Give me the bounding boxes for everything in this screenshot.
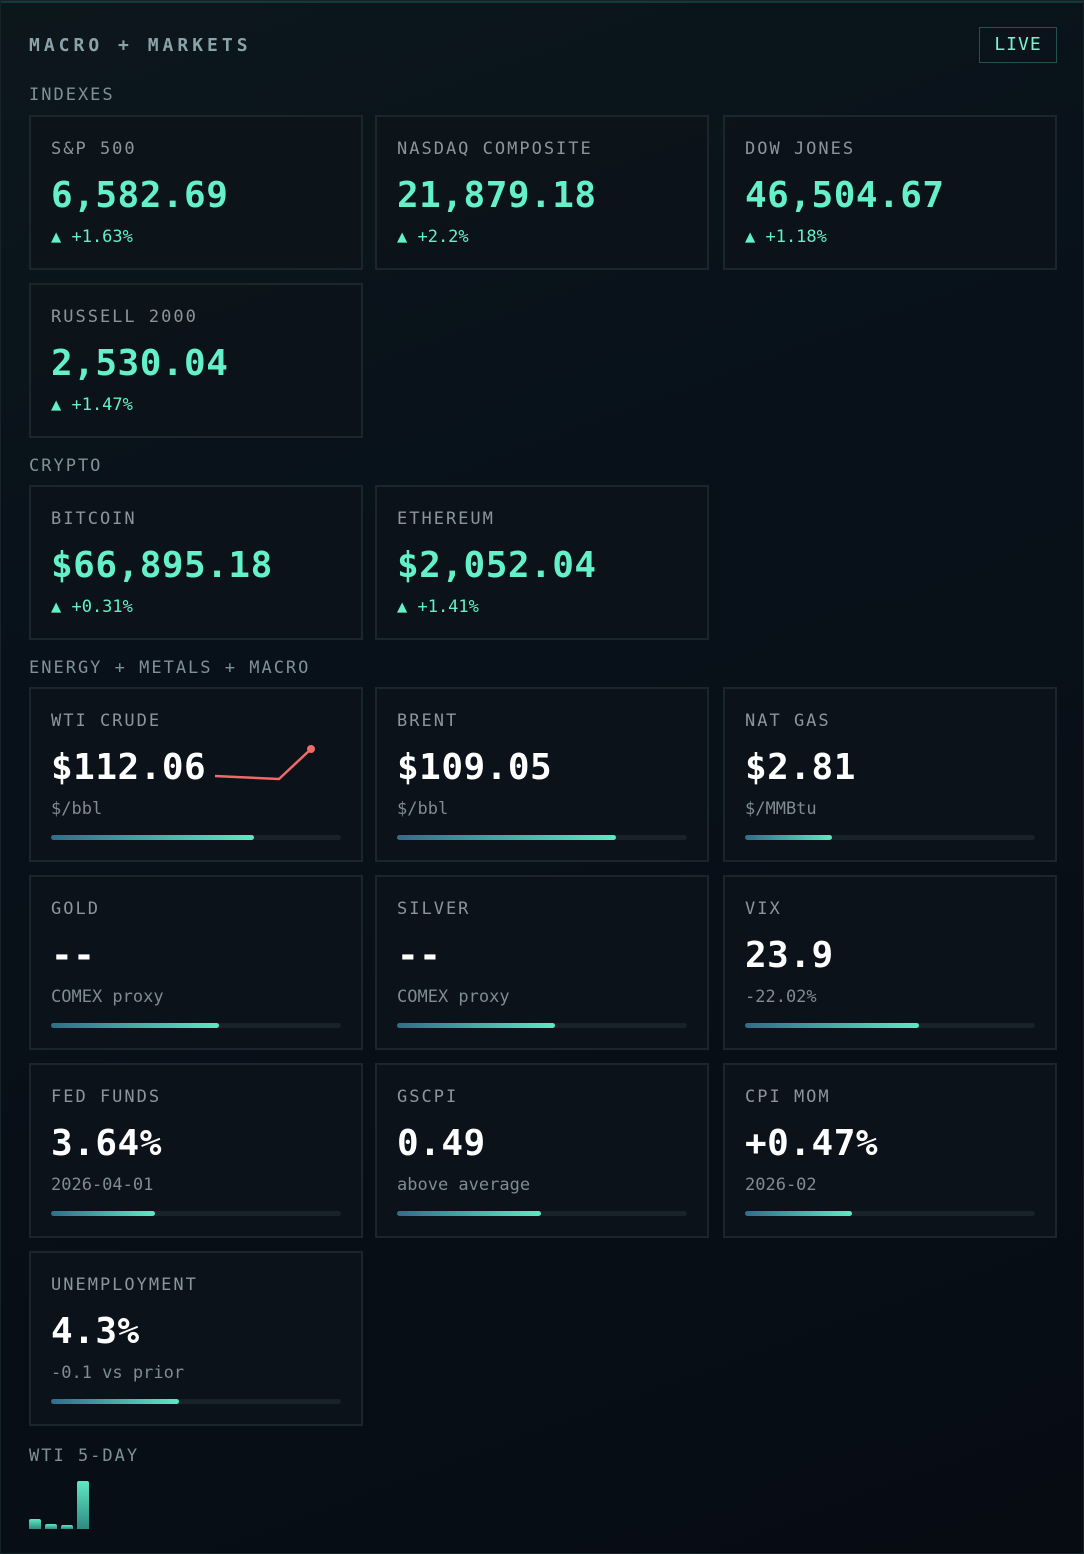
card-label: SILVER [397, 899, 471, 919]
wti-sparkline-last-point [307, 745, 315, 753]
card-sub: -22.02% [745, 987, 817, 1007]
section-label-wti-5-day: WTI 5-DAY [29, 1446, 140, 1466]
macro-card-gscpi[interactable]: GSCPI 0.49 above average [375, 1063, 709, 1238]
level-bar-fill [397, 1211, 541, 1216]
index-card-sp500[interactable]: S&P 500 6,582.69 ▲ +1.63% [29, 115, 363, 270]
wti-5-day-bar [77, 1481, 89, 1529]
card-label: VIX [745, 899, 782, 919]
macro-card-unemployment[interactable]: UNEMPLOYMENT 4.3% -0.1 vs prior [29, 1251, 363, 1426]
card-label: BRENT [397, 711, 459, 731]
index-card-nasdaq[interactable]: NASDAQ COMPOSITE 21,879.18 ▲ +2.2% [375, 115, 709, 270]
card-sub: -0.1 vs prior [51, 1363, 185, 1383]
card-sub: 2026-02 [745, 1175, 817, 1195]
level-bar [397, 1211, 687, 1216]
card-value: -- [51, 935, 96, 976]
level-bar-fill [397, 1023, 556, 1028]
section-label-energy-metals-macro: ENERGY + METALS + MACRO [29, 658, 311, 678]
card-value: $2.81 [745, 747, 856, 788]
card-value: $109.05 [397, 747, 553, 788]
card-label: ETHEREUM [397, 509, 495, 529]
level-bar-fill [51, 1399, 179, 1404]
macro-card-fed-funds[interactable]: FED FUNDS 3.64% 2026-04-01 [29, 1063, 363, 1238]
card-label: BITCOIN [51, 509, 137, 529]
card-value: 23.9 [745, 935, 834, 976]
card-value: $66,895.18 [51, 545, 273, 586]
crypto-card-ethereum[interactable]: ETHEREUM $2,052.04 ▲ +1.41% [375, 485, 709, 640]
card-label: NASDAQ COMPOSITE [397, 139, 593, 159]
wti-5-day-bar [29, 1519, 41, 1529]
card-change: ▲ +1.47% [51, 395, 133, 415]
card-sub: COMEX proxy [51, 987, 164, 1007]
card-value: 4.3% [51, 1311, 140, 1352]
level-bar [745, 835, 1035, 840]
macro-card-gold[interactable]: GOLD -- COMEX proxy [29, 875, 363, 1050]
card-value: 6,582.69 [51, 175, 229, 216]
card-value: -- [397, 935, 442, 976]
card-sub: $/MMBtu [745, 799, 817, 819]
level-bar [745, 1211, 1035, 1216]
index-card-dow-jones[interactable]: DOW JONES 46,504.67 ▲ +1.18% [723, 115, 1057, 270]
level-bar-fill [745, 835, 832, 840]
card-value: 0.49 [397, 1123, 486, 1164]
card-label: S&P 500 [51, 139, 137, 159]
card-label: RUSSELL 2000 [51, 307, 198, 327]
card-label: CPI MOM [745, 1087, 831, 1107]
level-bar-fill [745, 1023, 919, 1028]
level-bar-fill [51, 1211, 156, 1216]
card-label: GOLD [51, 899, 100, 919]
card-label: FED FUNDS [51, 1087, 162, 1107]
level-bar [51, 835, 341, 840]
macro-card-wti-crude[interactable]: WTI CRUDE $112.06 $/bbl [29, 687, 363, 862]
card-sub: 2026-04-01 [51, 1175, 154, 1195]
card-sub: $/bbl [51, 799, 103, 819]
card-value: 2,530.04 [51, 343, 229, 384]
card-sub: $/bbl [397, 799, 449, 819]
wti-sparkline [214, 745, 315, 781]
card-label: GSCPI [397, 1087, 459, 1107]
card-label: NAT GAS [745, 711, 831, 731]
macro-card-brent[interactable]: BRENT $109.05 $/bbl [375, 687, 709, 862]
panel-title: MACRO + MARKETS [29, 35, 252, 56]
card-value: $112.06 [51, 747, 207, 788]
crypto-card-bitcoin[interactable]: BITCOIN $66,895.18 ▲ +0.31% [29, 485, 363, 640]
card-change: ▲ +1.18% [745, 227, 827, 247]
level-bar [51, 1399, 341, 1404]
level-bar [51, 1023, 341, 1028]
card-label: DOW JONES [745, 139, 856, 159]
macro-card-silver[interactable]: SILVER -- COMEX proxy [375, 875, 709, 1050]
card-value: 21,879.18 [397, 175, 597, 216]
level-bar-fill [51, 1023, 220, 1028]
macro-card-vix[interactable]: VIX 23.9 -22.02% [723, 875, 1057, 1050]
section-label-indexes: INDEXES [29, 85, 115, 105]
section-label-crypto: CRYPTO [29, 456, 103, 476]
card-sub: COMEX proxy [397, 987, 510, 1007]
level-bar [51, 1211, 341, 1216]
top-accent-line [1, 1, 1083, 3]
level-bar [745, 1023, 1035, 1028]
live-badge[interactable]: LIVE [979, 27, 1057, 63]
wti-5-day-bar [45, 1524, 57, 1529]
card-change: ▲ +0.31% [51, 597, 133, 617]
level-bar-fill [51, 835, 254, 840]
card-label: WTI CRUDE [51, 711, 162, 731]
level-bar-fill [397, 835, 616, 840]
index-card-russell-2000[interactable]: RUSSELL 2000 2,530.04 ▲ +1.47% [29, 283, 363, 438]
card-change: ▲ +1.63% [51, 227, 133, 247]
card-change: ▲ +1.41% [397, 597, 479, 617]
card-value: 46,504.67 [745, 175, 945, 216]
card-value: +0.47% [745, 1123, 879, 1164]
card-change: ▲ +2.2% [397, 227, 469, 247]
card-value: 3.64% [51, 1123, 162, 1164]
card-label: UNEMPLOYMENT [51, 1275, 198, 1295]
level-bar [397, 1023, 687, 1028]
macro-card-cpi-mom[interactable]: CPI MOM +0.47% 2026-02 [723, 1063, 1057, 1238]
wti-5-day-bar [61, 1525, 73, 1529]
wti-sparkline-line [214, 748, 312, 781]
level-bar [397, 835, 687, 840]
level-bar-fill [745, 1211, 853, 1216]
card-sub: above average [397, 1175, 531, 1195]
card-value: $2,052.04 [397, 545, 597, 586]
macro-card-nat-gas[interactable]: NAT GAS $2.81 $/MMBtu [723, 687, 1057, 862]
